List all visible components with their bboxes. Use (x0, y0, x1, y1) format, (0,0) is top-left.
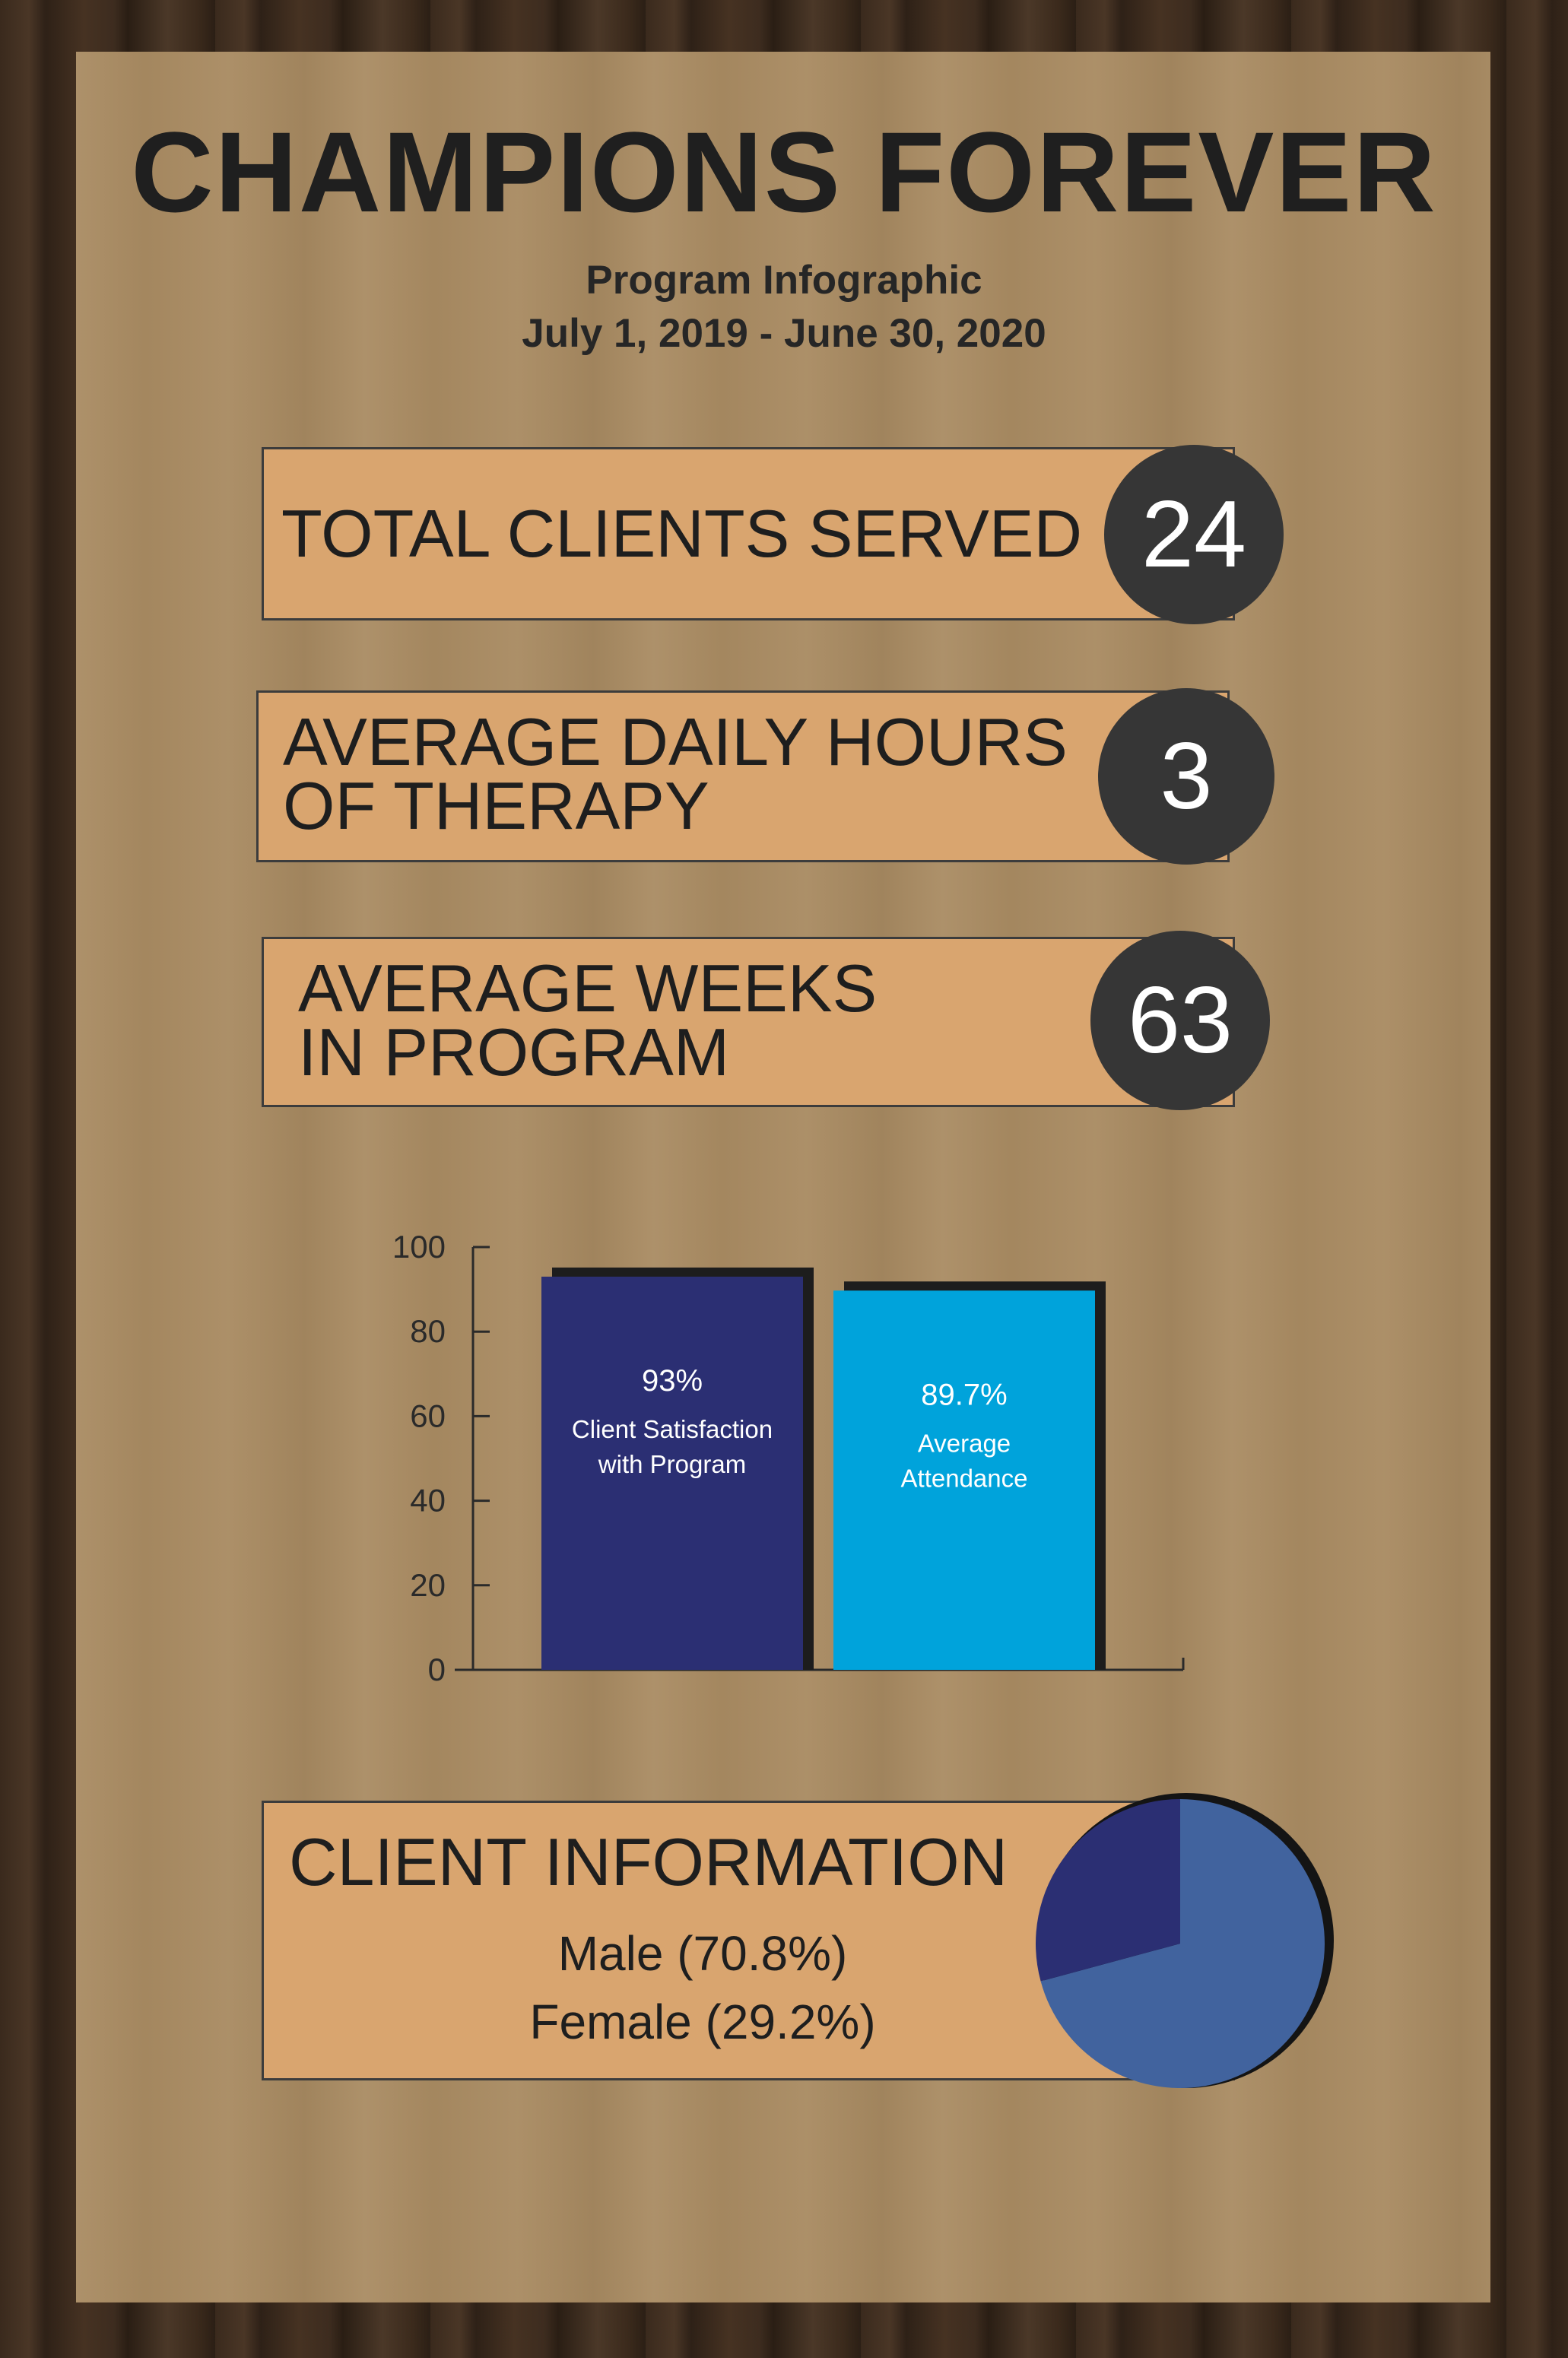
stat-label-daily-hours-line2: OF THERAPY (283, 768, 709, 843)
bar-1 (541, 1276, 803, 1670)
pie-legend-male: Male (70.8%) (557, 1926, 848, 1981)
y-tick-label: 0 (428, 1652, 446, 1687)
bar-data-label: 89.7% (921, 1378, 1007, 1411)
stat-box-total-clients (262, 447, 1235, 620)
bar-category-label: Client Satisfaction (572, 1415, 773, 1443)
pie-legend-female: Female (29.2%) (529, 1995, 876, 2049)
date-range: July 1, 2019 - June 30, 2020 (522, 311, 1046, 356)
bar-category-label: Attendance (901, 1464, 1028, 1492)
stat-label-weeks-line1: AVERAGE WEEKS (298, 950, 878, 1026)
bar-2 (833, 1290, 1095, 1670)
stat-value-total-clients: 24 (1104, 445, 1284, 624)
y-tick-label: 100 (392, 1229, 446, 1265)
pie-slice-2 (1036, 1799, 1180, 1982)
y-tick-label: 60 (410, 1398, 446, 1433)
bar-data-label: 93% (642, 1364, 703, 1398)
client-info-title: CLIENT INFORMATION (289, 1824, 1008, 1899)
stat-label-daily-hours-line1: AVERAGE DAILY HOURS (283, 704, 1068, 779)
bar-category-label: with Program (598, 1450, 746, 1478)
stat-box-daily-hours (256, 690, 1230, 862)
pie-slice-1 (1040, 1799, 1325, 2088)
y-tick-label: 40 (410, 1483, 446, 1519)
y-tick-label: 80 (410, 1313, 446, 1349)
stat-box-weeks-in-program (262, 937, 1235, 1107)
stat-value-daily-hours: 3 (1098, 688, 1274, 865)
page-subtitle: Program Infographic (586, 258, 982, 303)
stat-label-weeks-line2: IN PROGRAM (298, 1014, 730, 1090)
page-title: CHAMPIONS FOREVER (131, 108, 1437, 236)
stat-value-weeks-in-program: 63 (1090, 931, 1270, 1110)
stat-label-total-clients: TOTAL CLIENTS SERVED (281, 496, 1083, 571)
y-tick-label: 20 (410, 1567, 446, 1603)
bar-category-label: Average (918, 1429, 1011, 1457)
